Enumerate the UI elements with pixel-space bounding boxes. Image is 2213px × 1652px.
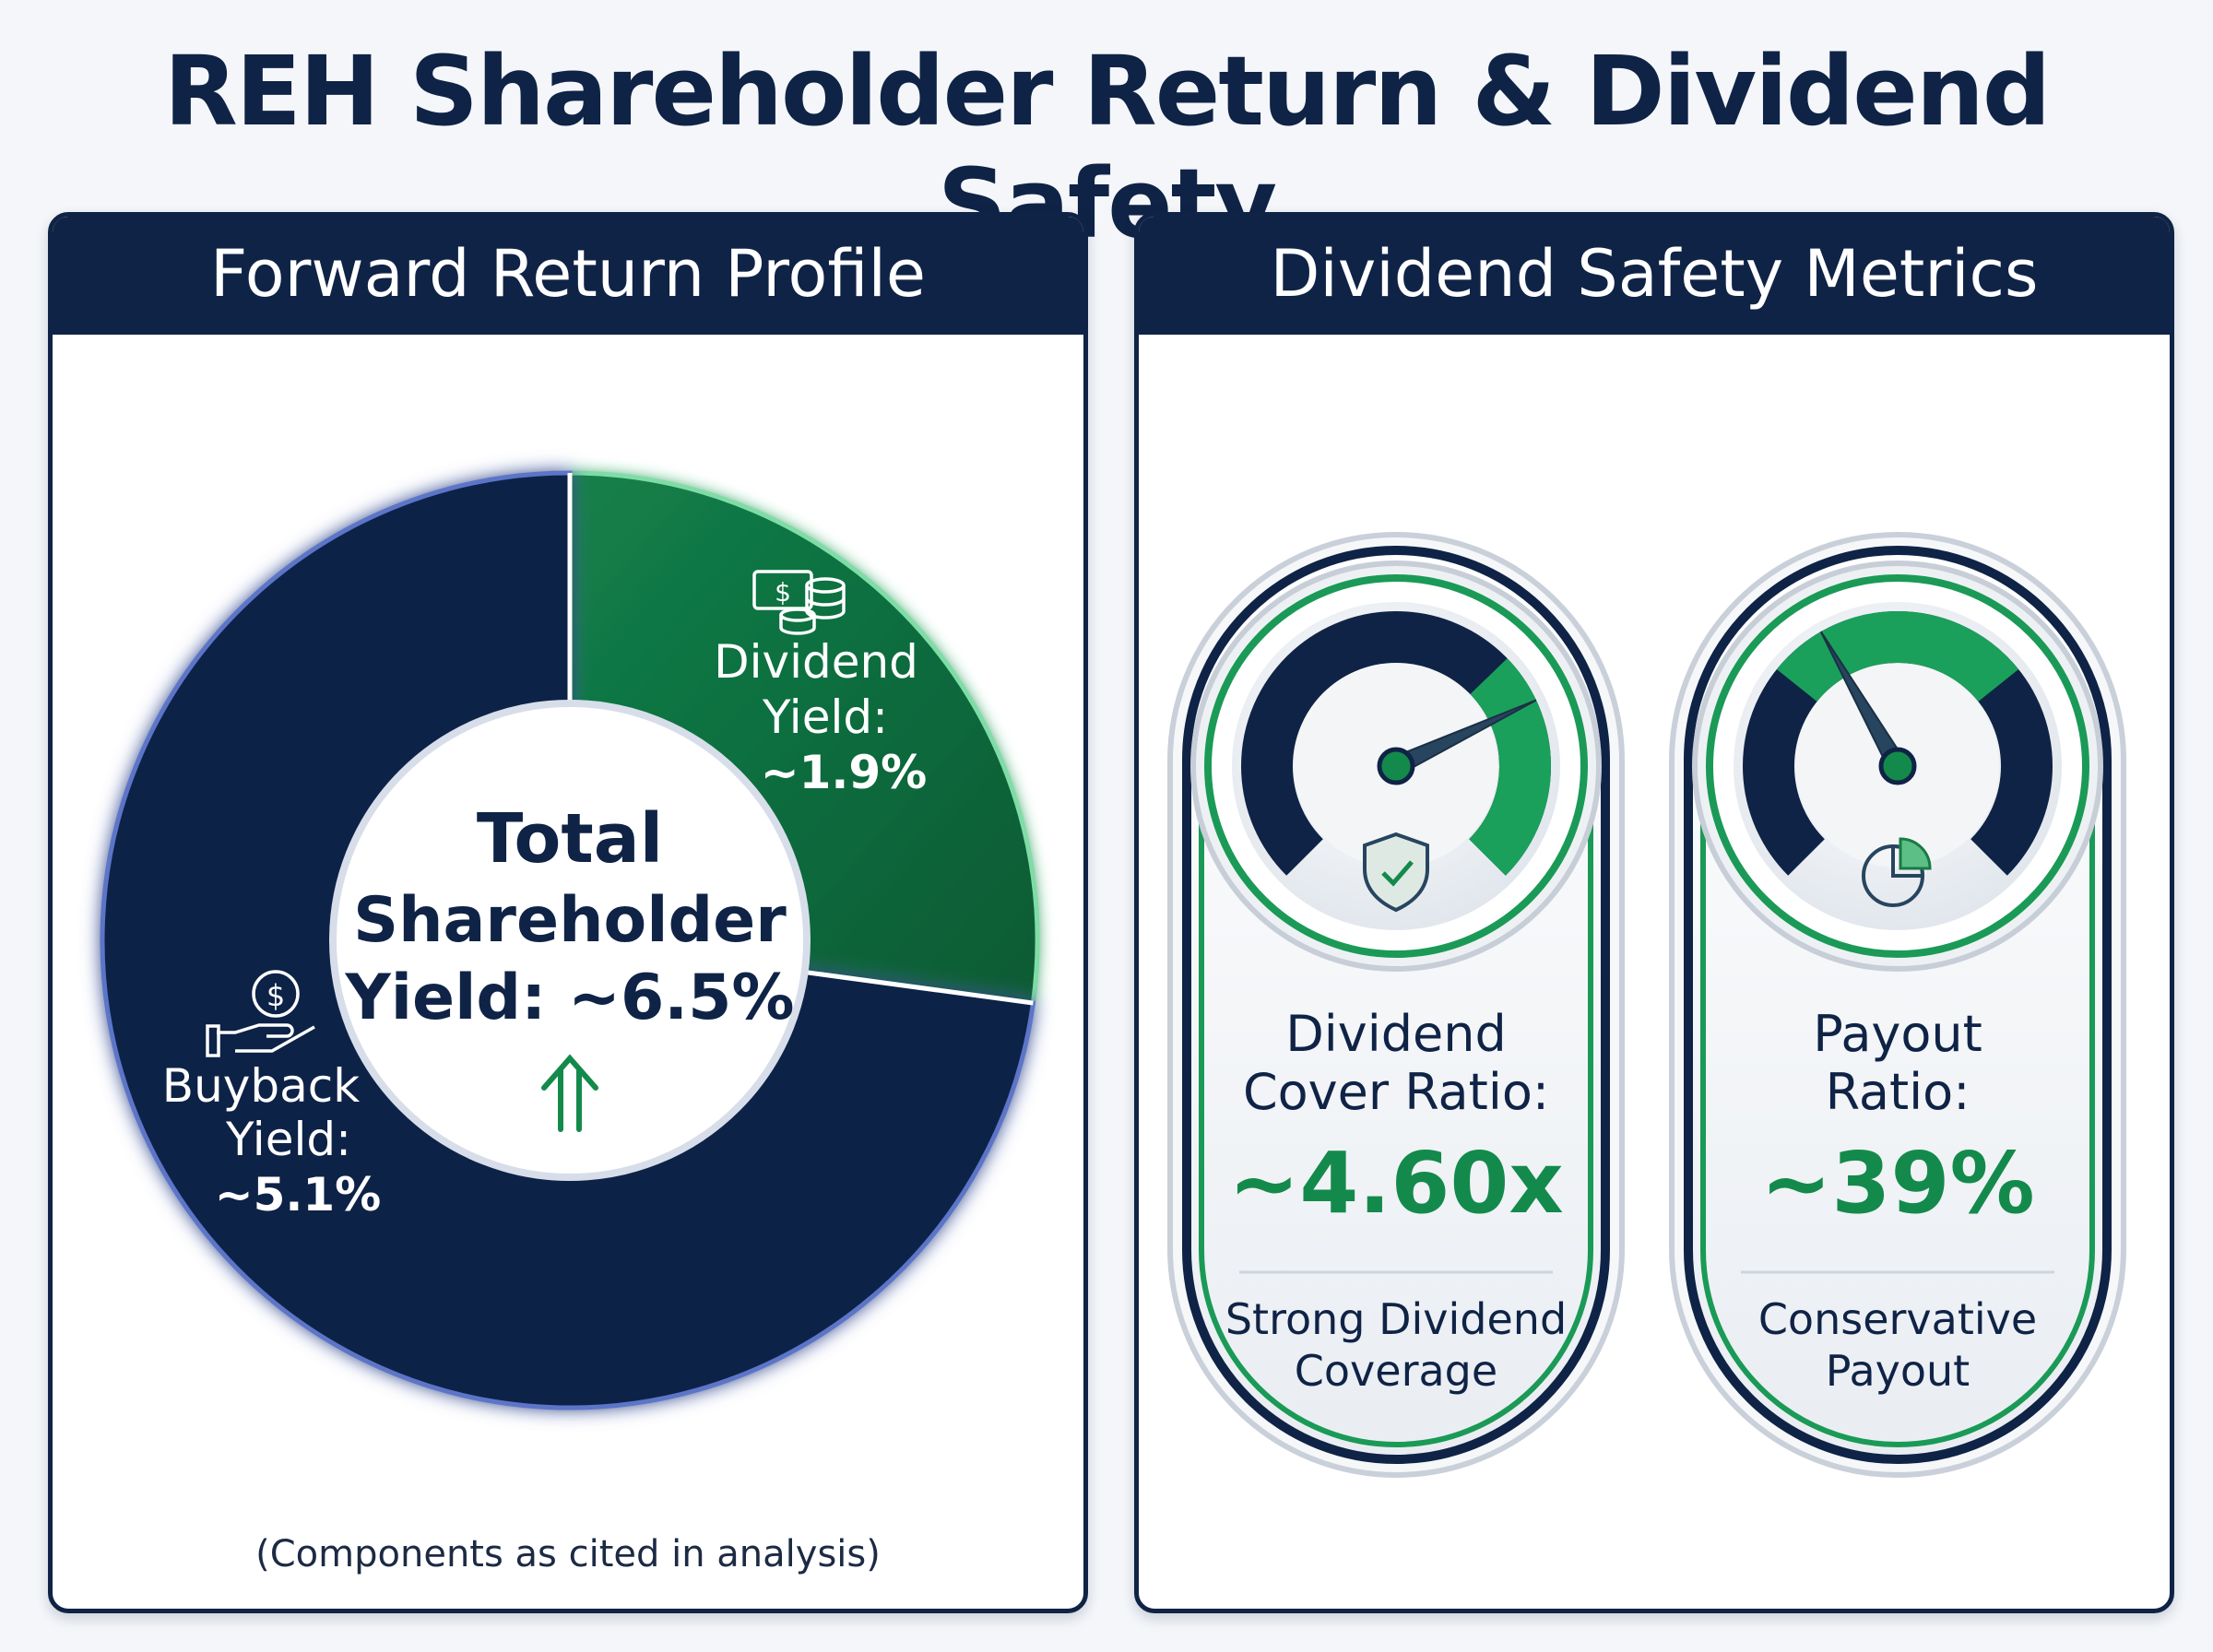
gauge-needle-hub	[1377, 747, 1415, 785]
buyback-value: ~5.1%	[215, 1168, 382, 1221]
footnote: (Components as cited in analysis)	[255, 1533, 881, 1575]
payout-ratio-label-line-2: Ratio:	[1826, 1063, 1970, 1121]
svg-text:$: $	[266, 978, 285, 1013]
cover-ratio-needle	[1377, 699, 1537, 785]
payout-ratio-needle	[1819, 631, 1917, 785]
double-up-arrow-icon	[541, 1054, 598, 1132]
dividend-label-line-2: Yield:	[762, 690, 888, 744]
cover-ratio-label-line-2: Cover Ratio:	[1243, 1063, 1549, 1121]
payout-ratio-value: ~39%	[1760, 1134, 2034, 1233]
gauge-needle-hub	[1878, 747, 1917, 785]
shield-check-icon	[1363, 832, 1429, 913]
dividend-safety-panel-title: Dividend Safety Metrics	[1139, 217, 2170, 335]
payout-ratio-caption-line-2: Payout	[1826, 1346, 1970, 1396]
payout-ratio-label-line-1: Payout	[1813, 1005, 1982, 1063]
center-label-line-2: Shareholder	[353, 884, 787, 957]
cover-ratio-gauge-card: Dividend Cover Ratio: ~4.60x Strong Divi…	[1167, 532, 1625, 1478]
cash-coins-icon: $	[752, 570, 846, 635]
cover-ratio-value: ~4.60x	[1228, 1134, 1563, 1233]
buyback-label-line-2: Yield:	[225, 1113, 351, 1166]
dividend-label-line-1: Dividend	[714, 635, 918, 689]
pie-chart-icon	[1862, 837, 1932, 907]
donut-chart: Total Shareholder Yield: ~6.5% $ Dividen…	[100, 470, 1040, 1410]
cover-ratio-label-line-1: Dividend	[1285, 1005, 1507, 1063]
dividend-safety-panel: Dividend Safety Metrics	[1134, 212, 2174, 1613]
page-title: REH Shareholder Return & Dividend Safety	[163, 35, 2052, 260]
center-label-line-1: Total	[477, 799, 663, 879]
center-label-line-3: Yield: ~6.5%	[344, 962, 794, 1034]
forward-return-panel-title: Forward Return Profile	[53, 217, 1083, 335]
buyback-label-line-1: Buyback	[162, 1059, 360, 1113]
svg-text:$: $	[775, 577, 791, 608]
gauges-area: Dividend Cover Ratio: ~4.60x Strong Divi…	[1167, 532, 2126, 1478]
cover-ratio-caption-line-1: Strong Dividend	[1225, 1294, 1567, 1344]
donut-hole	[329, 700, 811, 1181]
gauge-green-segment	[1776, 611, 2019, 702]
payout-ratio-caption-line-1: Conservative	[1758, 1294, 2037, 1344]
forward-return-panel: Forward Return Profile Total Shareholder…	[48, 212, 1088, 1613]
dividend-value: ~1.9%	[761, 746, 928, 799]
payout-ratio-gauge-card: Payout Ratio: ~39% Conservative Payout	[1669, 532, 2126, 1478]
cover-ratio-caption-line-2: Coverage	[1295, 1346, 1497, 1396]
gauge-green-segment	[1468, 658, 1551, 876]
hand-dollar-icon: $	[206, 970, 315, 1057]
